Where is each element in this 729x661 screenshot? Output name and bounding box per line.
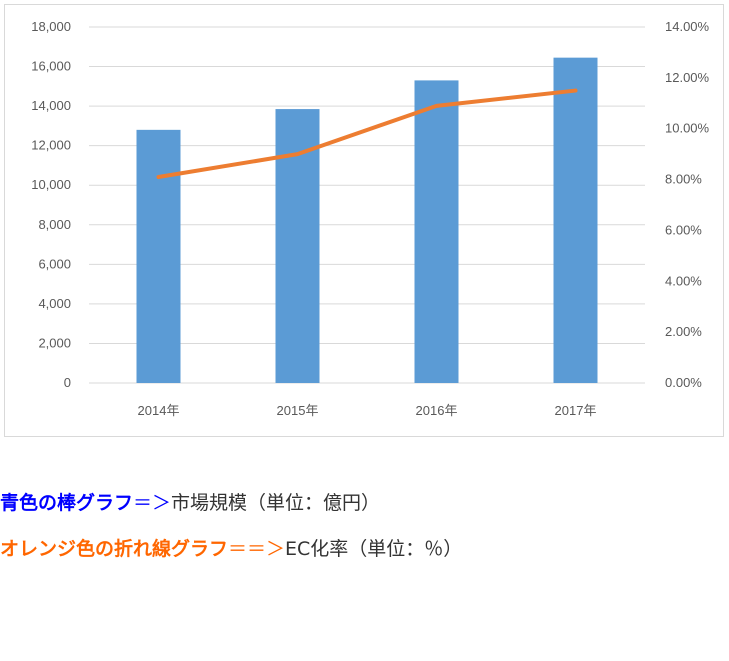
line-path [156,88,578,180]
x-axis-tick-labels: 2014年 2015年 2016年 2017年 [138,403,597,418]
left-tick-label: 2,000 [38,335,71,350]
left-tick-label: 18,000 [31,19,71,34]
left-tick-label: 0 [64,375,71,390]
x-tick-label: 2016年 [416,403,458,418]
chart-frame: 0 2,000 4,000 6,000 8,000 10,000 12,000 14,000 1… [4,4,724,437]
legend-bar-name: 青色の棒グラフ [0,492,134,514]
bar [136,129,181,383]
right-tick-label: 10.00% [665,121,710,136]
legend-bar-series: 青色の棒グラフ＝＞市場規模（単位：億円） [0,488,380,515]
bar [414,80,459,384]
grid-lines [89,26,645,384]
right-axis-tick-labels: 0.00% 2.00% 4.00% 6.00% 8.00% 10.00% 12.00% 14.… [665,19,710,390]
left-tick-label: 14,000 [31,98,71,113]
legend-bar-desc: 市場規模（単位：億円） [171,492,381,514]
right-tick-label: 0.00% [665,375,702,390]
left-tick-label: 12,000 [31,138,71,153]
left-tick-label: 4,000 [38,296,71,311]
legend-line-series: オレンジ色の折れ線グラフ＝＝＞EC化率（単位：％） [0,534,462,561]
right-tick-label: 6.00% [665,222,702,237]
right-tick-label: 8.00% [665,172,702,187]
legend-line-arrow: ＝＝＞ [228,538,286,560]
left-tick-label: 10,000 [31,177,71,192]
combo-chart: 0 2,000 4,000 6,000 8,000 10,000 12,000 14,000 1… [31,19,710,418]
right-tick-label: 2.00% [665,324,702,339]
x-tick-label: 2017年 [555,403,597,418]
left-axis-tick-labels: 0 2,000 4,000 6,000 8,000 10,000 12,000 14,000 1… [31,19,71,390]
legend-line-name: オレンジ色の折れ線グラフ [0,538,229,560]
right-tick-label: 4.00% [665,273,702,288]
bar-series [136,57,598,384]
left-tick-label: 16,000 [31,59,71,74]
line-series [156,88,578,180]
legend-bar-arrow: ＝＞ [133,492,172,514]
x-tick-label: 2015年 [277,403,319,418]
x-tick-label: 2014年 [138,403,180,418]
right-tick-label: 12.00% [665,70,710,85]
left-tick-label: 6,000 [38,256,71,271]
bar [553,57,598,384]
legend-line-desc: EC化率（単位：％） [285,538,463,560]
right-tick-label: 14.00% [665,19,710,34]
left-tick-label: 8,000 [38,217,71,232]
